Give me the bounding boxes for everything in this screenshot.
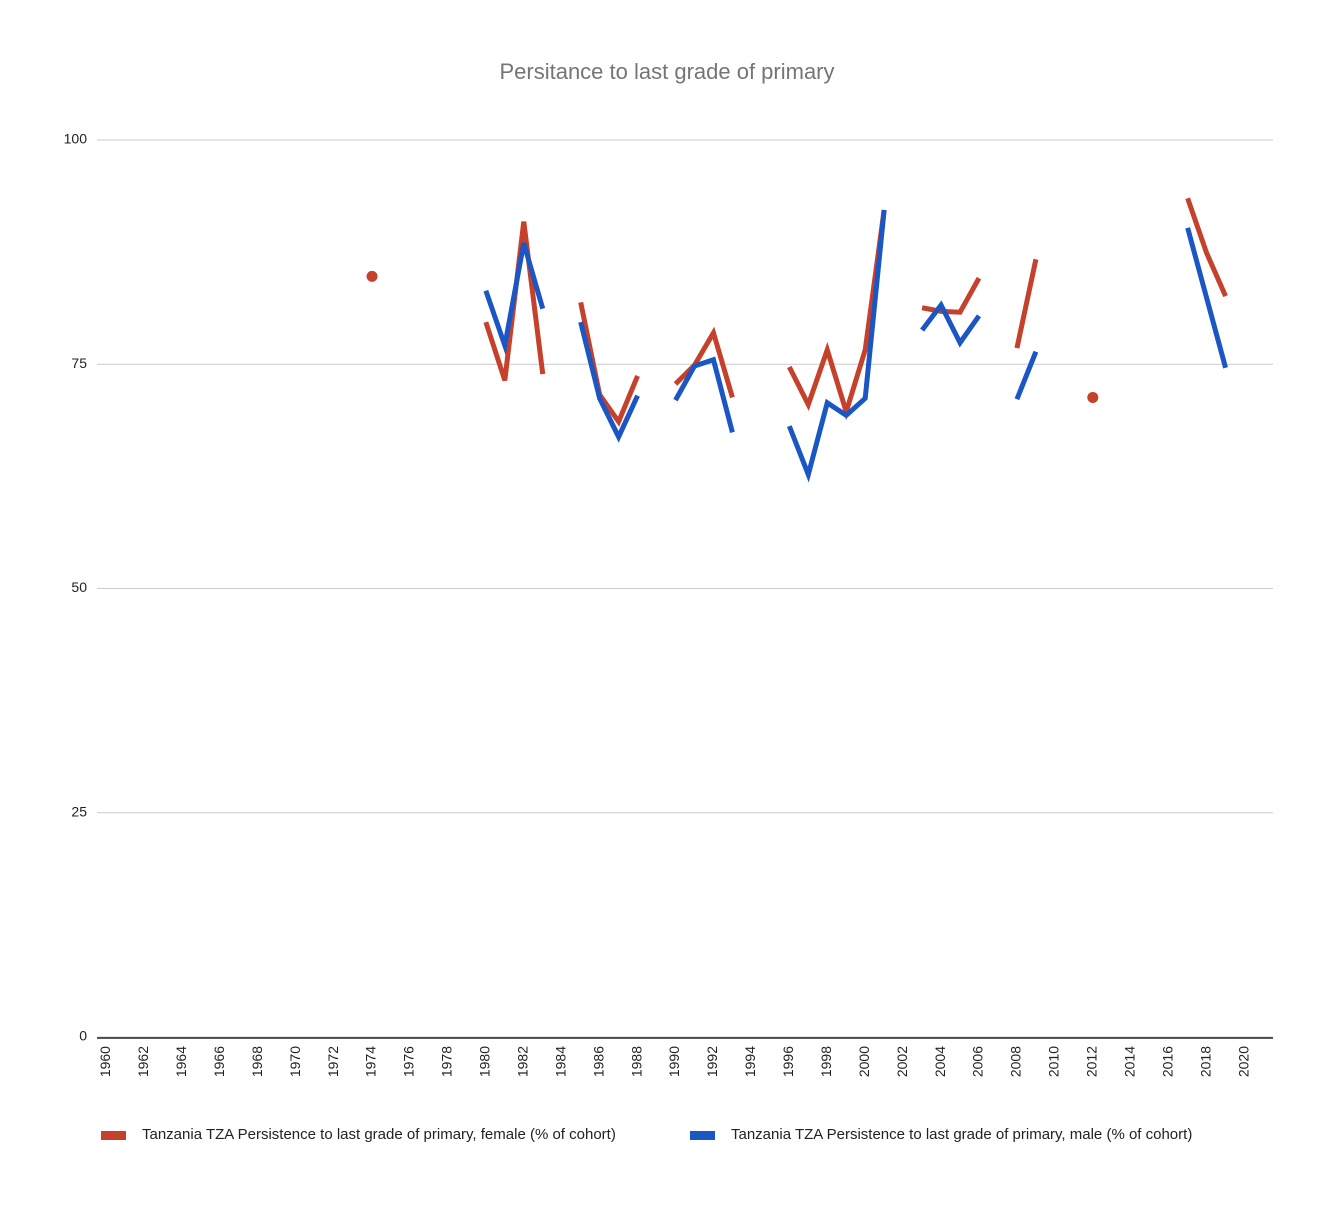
y-tick-label: 75 <box>71 355 87 371</box>
x-tick-label: 1968 <box>249 1046 265 1077</box>
series-line <box>921 276 982 315</box>
series-line <box>1014 258 1039 349</box>
y-tick-label: 50 <box>71 579 87 595</box>
series-line <box>1185 227 1228 369</box>
x-tick-label: 1974 <box>363 1046 379 1077</box>
x-tick-label: 1984 <box>552 1046 568 1077</box>
x-tick-label: 2002 <box>894 1046 910 1077</box>
legend-swatch <box>690 1131 715 1140</box>
x-tick-label: 1982 <box>514 1046 530 1077</box>
series-line <box>673 326 735 399</box>
x-tick-label: 1994 <box>742 1046 758 1077</box>
series-line <box>787 209 887 421</box>
x-tick-label: 1990 <box>666 1046 682 1077</box>
x-tick-label: 2018 <box>1197 1046 1213 1077</box>
legend-swatch <box>101 1131 126 1140</box>
y-tick-label: 25 <box>71 803 87 819</box>
x-tick-label: 1998 <box>818 1046 834 1077</box>
data-point <box>366 270 378 282</box>
x-tick-label: 2012 <box>1084 1046 1100 1077</box>
x-tick-label: 2006 <box>970 1046 986 1077</box>
series-line <box>1185 197 1228 298</box>
x-tick-label: 2004 <box>932 1046 948 1077</box>
x-tick-label: 1962 <box>135 1046 151 1077</box>
y-tick-label: 0 <box>79 1028 87 1044</box>
x-tick-label: 2014 <box>1121 1046 1137 1077</box>
legend-label: Tanzania TZA Persistence to last grade o… <box>731 1126 1192 1143</box>
series-line <box>673 356 735 434</box>
series-line <box>1014 350 1039 401</box>
series-line <box>578 321 640 443</box>
x-tick-label: 2008 <box>1008 1046 1024 1077</box>
y-tick-label: 100 <box>64 131 88 147</box>
x-tick-label: 1986 <box>590 1046 606 1077</box>
x-tick-label: 1980 <box>477 1046 493 1077</box>
x-tick-label: 1970 <box>287 1046 303 1077</box>
x-tick-label: 2016 <box>1159 1046 1175 1077</box>
legend-label: Tanzania TZA Persistence to last grade o… <box>142 1126 616 1143</box>
series-line <box>786 209 887 483</box>
x-tick-label: 1992 <box>704 1046 720 1077</box>
x-tick-label: 1964 <box>173 1046 189 1077</box>
x-tick-label: 1960 <box>97 1046 113 1077</box>
chart-title: Persitance to last grade of primary <box>499 59 834 84</box>
x-tick-label: 2000 <box>856 1046 872 1077</box>
series-line <box>578 301 640 427</box>
x-tick-label: 1972 <box>325 1046 341 1077</box>
data-point <box>1087 391 1099 403</box>
x-tick-label: 1976 <box>401 1046 417 1077</box>
series-line <box>920 300 982 348</box>
x-tick-label: 2010 <box>1046 1046 1062 1077</box>
x-tick-label: 1988 <box>628 1046 644 1077</box>
x-tick-label: 2020 <box>1235 1046 1251 1077</box>
x-tick-label: 1978 <box>439 1046 455 1077</box>
x-tick-label: 1996 <box>780 1046 796 1077</box>
x-tick-label: 1966 <box>211 1046 227 1077</box>
series-line <box>483 242 546 356</box>
